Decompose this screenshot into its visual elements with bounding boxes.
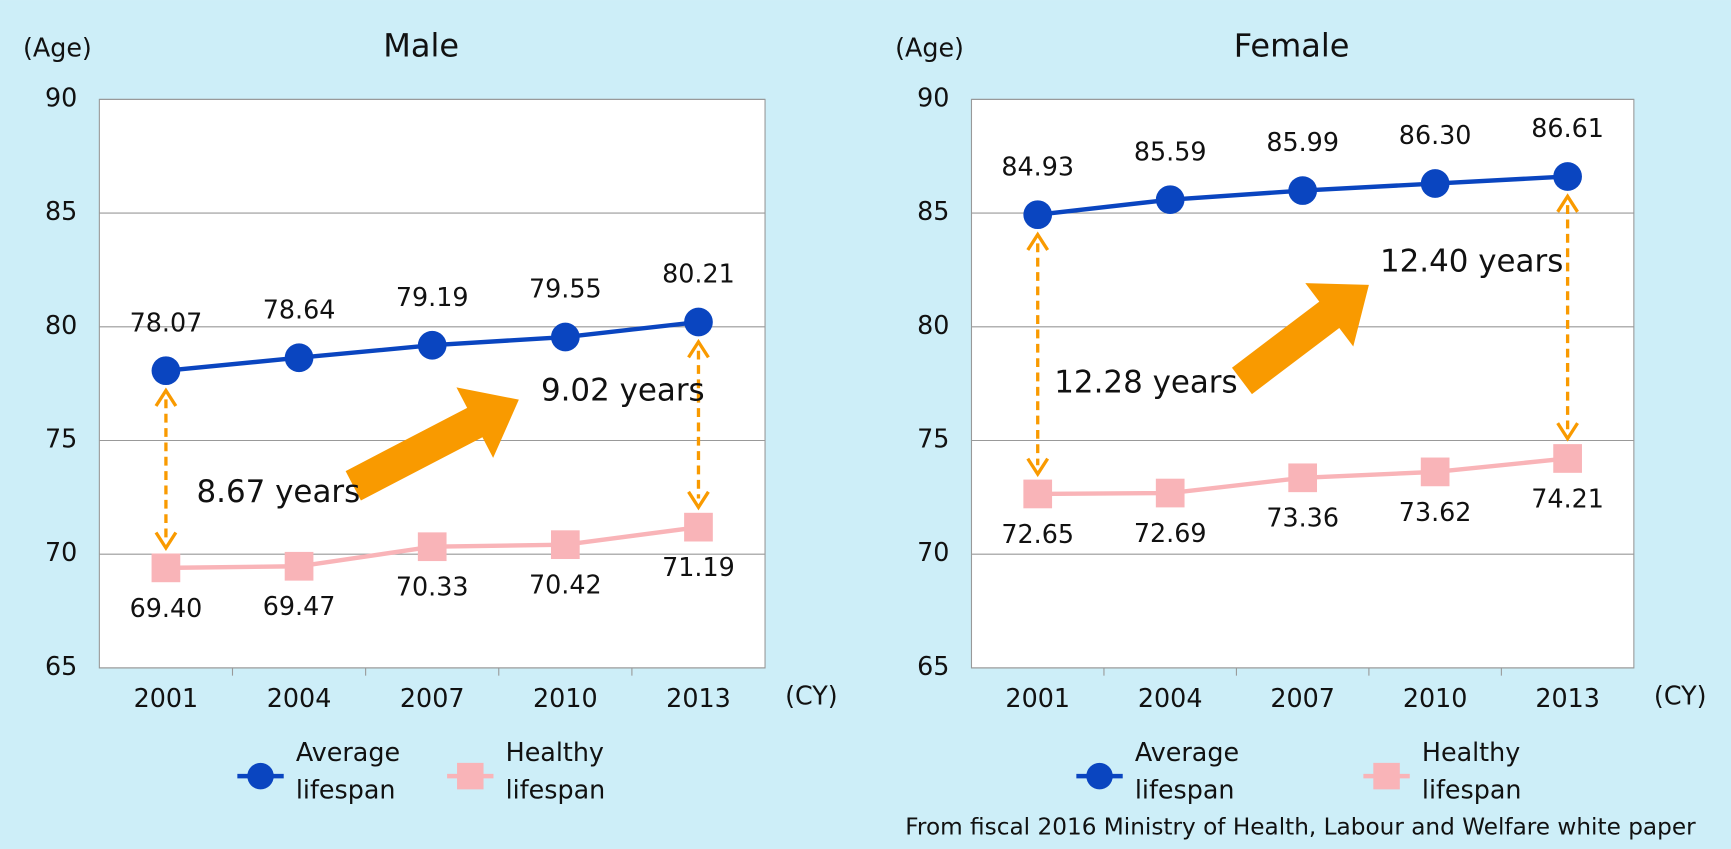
data-label: 85.99: [1266, 127, 1339, 157]
y-tick-label: 85: [917, 196, 949, 226]
legend-marker: [457, 762, 484, 790]
point: [1420, 169, 1450, 198]
data-label: 78.07: [130, 307, 203, 337]
y-tick-label: 75: [917, 424, 949, 454]
point: [1155, 478, 1185, 508]
point: [1023, 479, 1053, 509]
x-tick-label: 2004: [1138, 683, 1203, 713]
legend-marker: [1086, 762, 1113, 790]
y-tick-label: 80: [917, 310, 949, 340]
data-label: 86.61: [1531, 113, 1604, 143]
data-label: 78.64: [263, 294, 336, 324]
y-tick-label: 90: [917, 82, 949, 112]
point: [550, 530, 580, 560]
point: [1553, 162, 1582, 191]
x-tick-label: 2007: [400, 683, 465, 713]
legend-label: Average lifespan: [296, 737, 408, 805]
trend-arrow: [1231, 283, 1369, 395]
x-tick-label: 2001: [134, 683, 199, 713]
y-tick-label: 65: [45, 651, 77, 681]
annotation: 9.02 years: [541, 372, 705, 408]
data-label: 72.69: [1134, 518, 1207, 548]
gap-arrow-head: [687, 338, 710, 359]
gap-arrow-head: [1556, 422, 1579, 442]
data-label: 74.21: [1531, 483, 1604, 513]
point: [151, 553, 181, 583]
data-label: 86.30: [1399, 120, 1472, 150]
gap-arrow-head: [1026, 231, 1050, 251]
point: [1023, 200, 1053, 230]
data-label: 70.33: [396, 572, 469, 602]
annotation: 12.28 years: [1054, 365, 1237, 401]
point: [284, 343, 314, 373]
point: [1155, 185, 1185, 215]
plot-area: [98, 98, 766, 669]
annotation: 12.40 years: [1380, 243, 1563, 279]
y-tick-label: 90: [45, 82, 77, 112]
y-axis-label: (Age): [23, 33, 92, 63]
data-label: 79.55: [529, 274, 602, 304]
point: [550, 322, 580, 352]
y-tick-label: 65: [917, 651, 949, 681]
y-tick-label: 70: [917, 537, 949, 567]
x-tick-label: 2007: [1270, 683, 1335, 713]
data-label: 73.62: [1399, 497, 1472, 527]
data-label: 71.19: [662, 552, 735, 582]
data-label: 72.65: [1001, 519, 1074, 549]
gap-arrow-head: [154, 387, 178, 407]
x-axis-label: (CY): [1654, 681, 1707, 711]
source-note: From fiscal 2016 Ministry of Health, Lab…: [905, 813, 1696, 840]
x-tick-label: 2013: [1535, 683, 1600, 713]
y-tick-label: 75: [45, 424, 77, 454]
data-label: 69.47: [263, 591, 336, 621]
data-label: 70.42: [529, 570, 602, 600]
data-label: 84.93: [1001, 151, 1074, 181]
chart-title: Female: [1234, 26, 1350, 64]
legend-marker: [1373, 762, 1400, 790]
data-label: 80.21: [662, 259, 735, 289]
gap-arrow-head: [1026, 457, 1050, 478]
legend-label: Healthy lifespan: [1422, 737, 1528, 805]
chart-title: Male: [383, 26, 459, 64]
y-tick-label: 70: [45, 537, 77, 567]
point: [684, 307, 713, 337]
y-tick-label: 80: [45, 310, 77, 340]
data-label: 85.59: [1134, 136, 1207, 166]
point: [684, 512, 713, 542]
legend-label: Healthy lifespan: [506, 737, 612, 805]
x-axis-label: (CY): [785, 681, 838, 711]
legend-marker: [247, 762, 274, 790]
gap-arrow-head: [687, 490, 710, 511]
gap-arrow-head: [154, 531, 178, 552]
legend-label: Average lifespan: [1135, 737, 1247, 805]
point: [417, 532, 447, 562]
y-tick-label: 85: [45, 196, 77, 226]
point: [151, 356, 181, 386]
data-label: 73.36: [1266, 503, 1339, 533]
x-tick-label: 2010: [533, 683, 598, 713]
x-tick-label: 2010: [1403, 683, 1468, 713]
data-label: 79.19: [396, 282, 469, 312]
point: [417, 330, 447, 360]
x-tick-label: 2004: [267, 683, 332, 713]
point: [284, 551, 314, 581]
y-axis-label: (Age): [895, 33, 964, 63]
x-tick-label: 2001: [1005, 683, 1070, 713]
trend-arrow: [345, 387, 519, 501]
point: [1288, 176, 1318, 205]
gap-arrow-head: [1556, 193, 1579, 213]
point: [1553, 444, 1582, 473]
x-tick-label: 2013: [666, 683, 731, 713]
annotation: 8.67 years: [197, 474, 361, 510]
point: [1420, 457, 1450, 487]
data-label: 69.40: [130, 593, 203, 623]
point: [1288, 463, 1318, 493]
